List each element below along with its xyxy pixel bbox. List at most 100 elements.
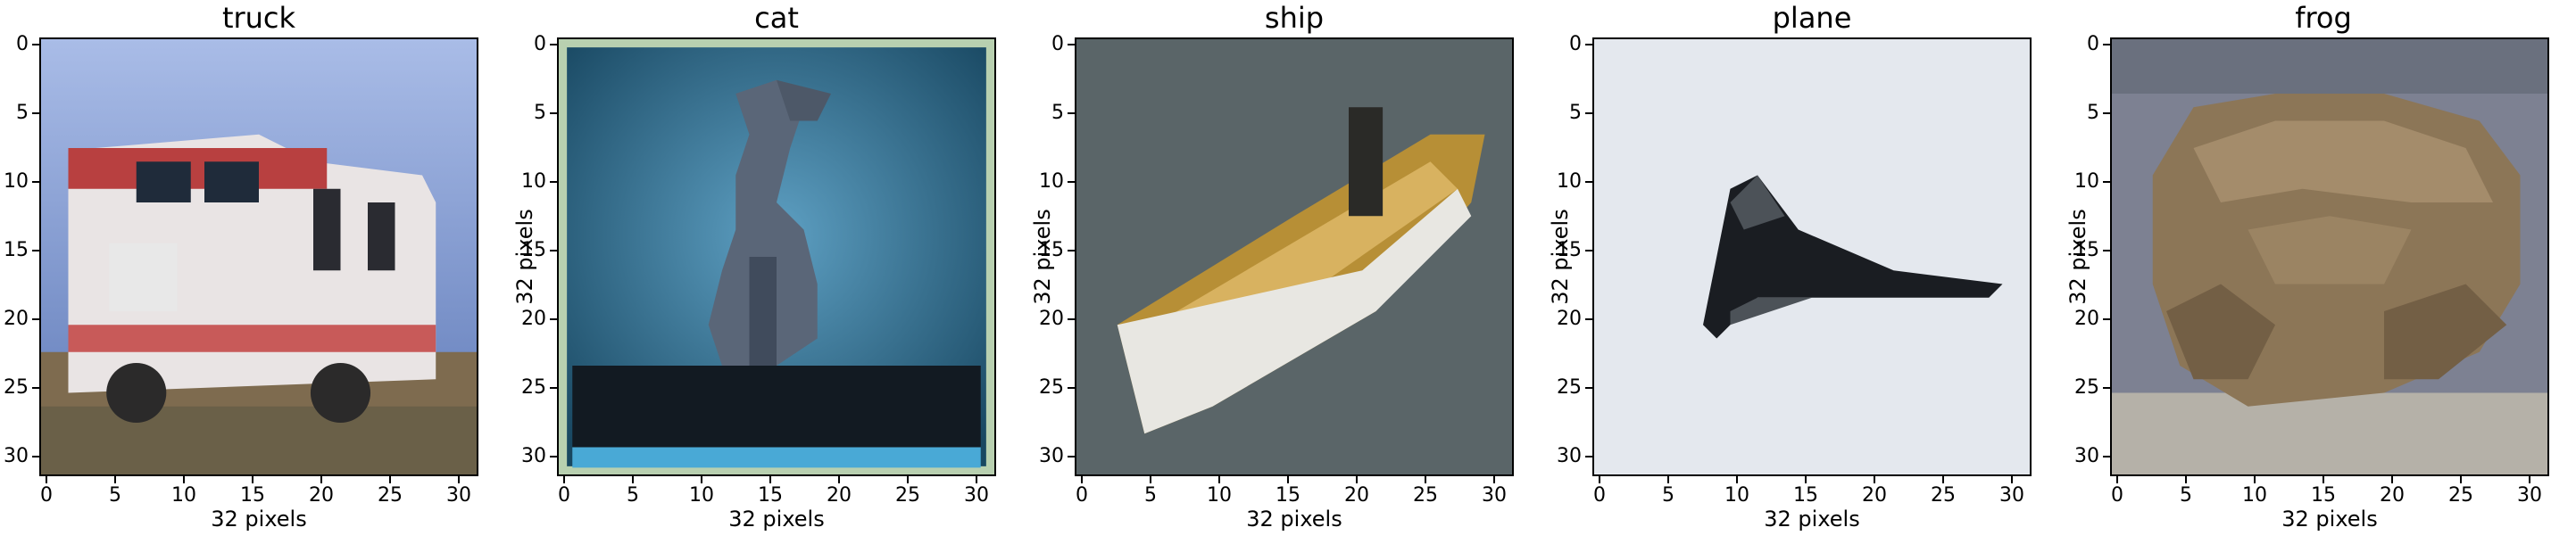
x-tick-label: 20	[827, 484, 852, 507]
x-tick	[563, 476, 565, 483]
y-tick-label: 30	[1557, 445, 1582, 467]
x-tick-label: 0	[558, 484, 570, 507]
x-tick	[46, 476, 47, 483]
y-tick	[2103, 250, 2110, 251]
x-tick	[2391, 476, 2393, 483]
y-tick	[2103, 387, 2110, 389]
x-tick-label: 30	[446, 484, 471, 507]
y-tick-label: 25	[1557, 376, 1582, 399]
y-tick-label: 0	[16, 33, 29, 55]
panel-title: ship	[1264, 1, 1325, 35]
y-tick	[1585, 181, 1592, 183]
x-tick	[183, 476, 185, 483]
y-tick	[550, 250, 557, 251]
y-tick	[1068, 250, 1075, 251]
y-tick-label: 10	[1557, 170, 1582, 193]
x-tick-label: 25	[1931, 484, 1956, 507]
x-axis-label: 32 pixels	[211, 507, 307, 532]
y-tick	[1068, 456, 1075, 457]
x-tick-label: 15	[240, 484, 265, 507]
panel-title: frog	[2295, 1, 2352, 35]
x-tick-label: 10	[2242, 484, 2267, 507]
x-tick-label: 25	[1413, 484, 1438, 507]
x-tick-label: 15	[758, 484, 783, 507]
x-tick	[2460, 476, 2462, 483]
panel-frog: frog 0 5 10 15 20	[2065, 0, 2576, 544]
y-tick	[32, 181, 39, 183]
boat-icon	[1076, 39, 1512, 474]
y-tick	[550, 318, 557, 320]
y-tick	[32, 318, 39, 320]
x-tick	[1218, 476, 1220, 483]
y-tick-label: 15	[1039, 239, 1064, 261]
panel-truck: truck	[0, 0, 518, 544]
x-tick	[2011, 476, 2013, 483]
y-tick	[1068, 44, 1075, 45]
x-tick	[2185, 476, 2187, 483]
y-tick	[550, 387, 557, 389]
x-tick-label: 15	[2311, 484, 2336, 507]
y-tick	[1585, 318, 1592, 320]
frog-image	[2110, 37, 2549, 476]
y-tick	[1068, 112, 1075, 114]
x-tick-label: 10	[1207, 484, 1232, 507]
y-tick-label: 10	[1039, 170, 1064, 193]
y-tick	[550, 456, 557, 457]
y-tick-label: 15	[4, 239, 29, 261]
panel-cat: cat	[512, 0, 1035, 544]
y-tick	[1068, 387, 1075, 389]
x-tick-label: 5	[1662, 484, 1674, 507]
x-tick	[2529, 476, 2530, 483]
y-tick	[32, 456, 39, 457]
x-tick-label: 30	[1999, 484, 2024, 507]
y-tick	[550, 112, 557, 114]
truck-image	[39, 37, 478, 476]
x-tick-label: 30	[2517, 484, 2542, 507]
x-tick-label: 20	[1344, 484, 1369, 507]
x-tick	[632, 476, 634, 483]
x-tick-label: 0	[1076, 484, 1088, 507]
y-tick-label: 20	[4, 308, 29, 330]
y-tick-label: 30	[521, 445, 546, 467]
x-tick-label: 15	[1276, 484, 1300, 507]
x-tick-label: 0	[2111, 484, 2123, 507]
y-tick-label: 5	[534, 102, 546, 124]
x-tick-label: 5	[1144, 484, 1157, 507]
y-tick-label: 20	[1557, 308, 1582, 330]
x-tick	[2254, 476, 2256, 483]
panel-ship: ship 0 5 10 15 20 25 30 32	[1030, 0, 1553, 544]
x-tick	[1287, 476, 1289, 483]
y-tick	[2103, 181, 2110, 183]
y-tick-label: 5	[2087, 102, 2099, 124]
x-tick	[701, 476, 702, 483]
x-axis-label: 32 pixels	[1764, 507, 1860, 532]
y-tick-label: 30	[2074, 445, 2099, 467]
x-tick	[769, 476, 771, 483]
x-tick-label: 30	[964, 484, 989, 507]
y-tick-label: 30	[1039, 445, 1064, 467]
y-tick-label: 20	[521, 308, 546, 330]
y-tick-label: 5	[1569, 102, 1582, 124]
x-tick	[976, 476, 977, 483]
panel-title: truck	[221, 1, 296, 35]
x-axis-label: 32 pixels	[728, 507, 825, 532]
y-tick-label: 0	[1051, 33, 1064, 55]
x-tick	[1874, 476, 1875, 483]
x-tick-label: 10	[689, 484, 714, 507]
x-tick-label: 15	[1793, 484, 1818, 507]
x-tick	[114, 476, 116, 483]
y-tick	[1585, 456, 1592, 457]
x-tick-label: 0	[40, 484, 53, 507]
y-tick-label: 25	[521, 376, 546, 399]
y-tick	[2103, 112, 2110, 114]
x-tick	[458, 476, 460, 483]
y-tick	[2103, 456, 2110, 457]
y-tick-label: 10	[4, 170, 29, 193]
x-tick	[1425, 476, 1426, 483]
y-axis-label: 32 pixels	[2065, 209, 2090, 305]
y-tick	[550, 44, 557, 45]
y-tick-label: 0	[534, 33, 546, 55]
x-tick-label: 20	[309, 484, 334, 507]
x-tick-label: 10	[1724, 484, 1749, 507]
plane-image	[1592, 37, 2032, 476]
